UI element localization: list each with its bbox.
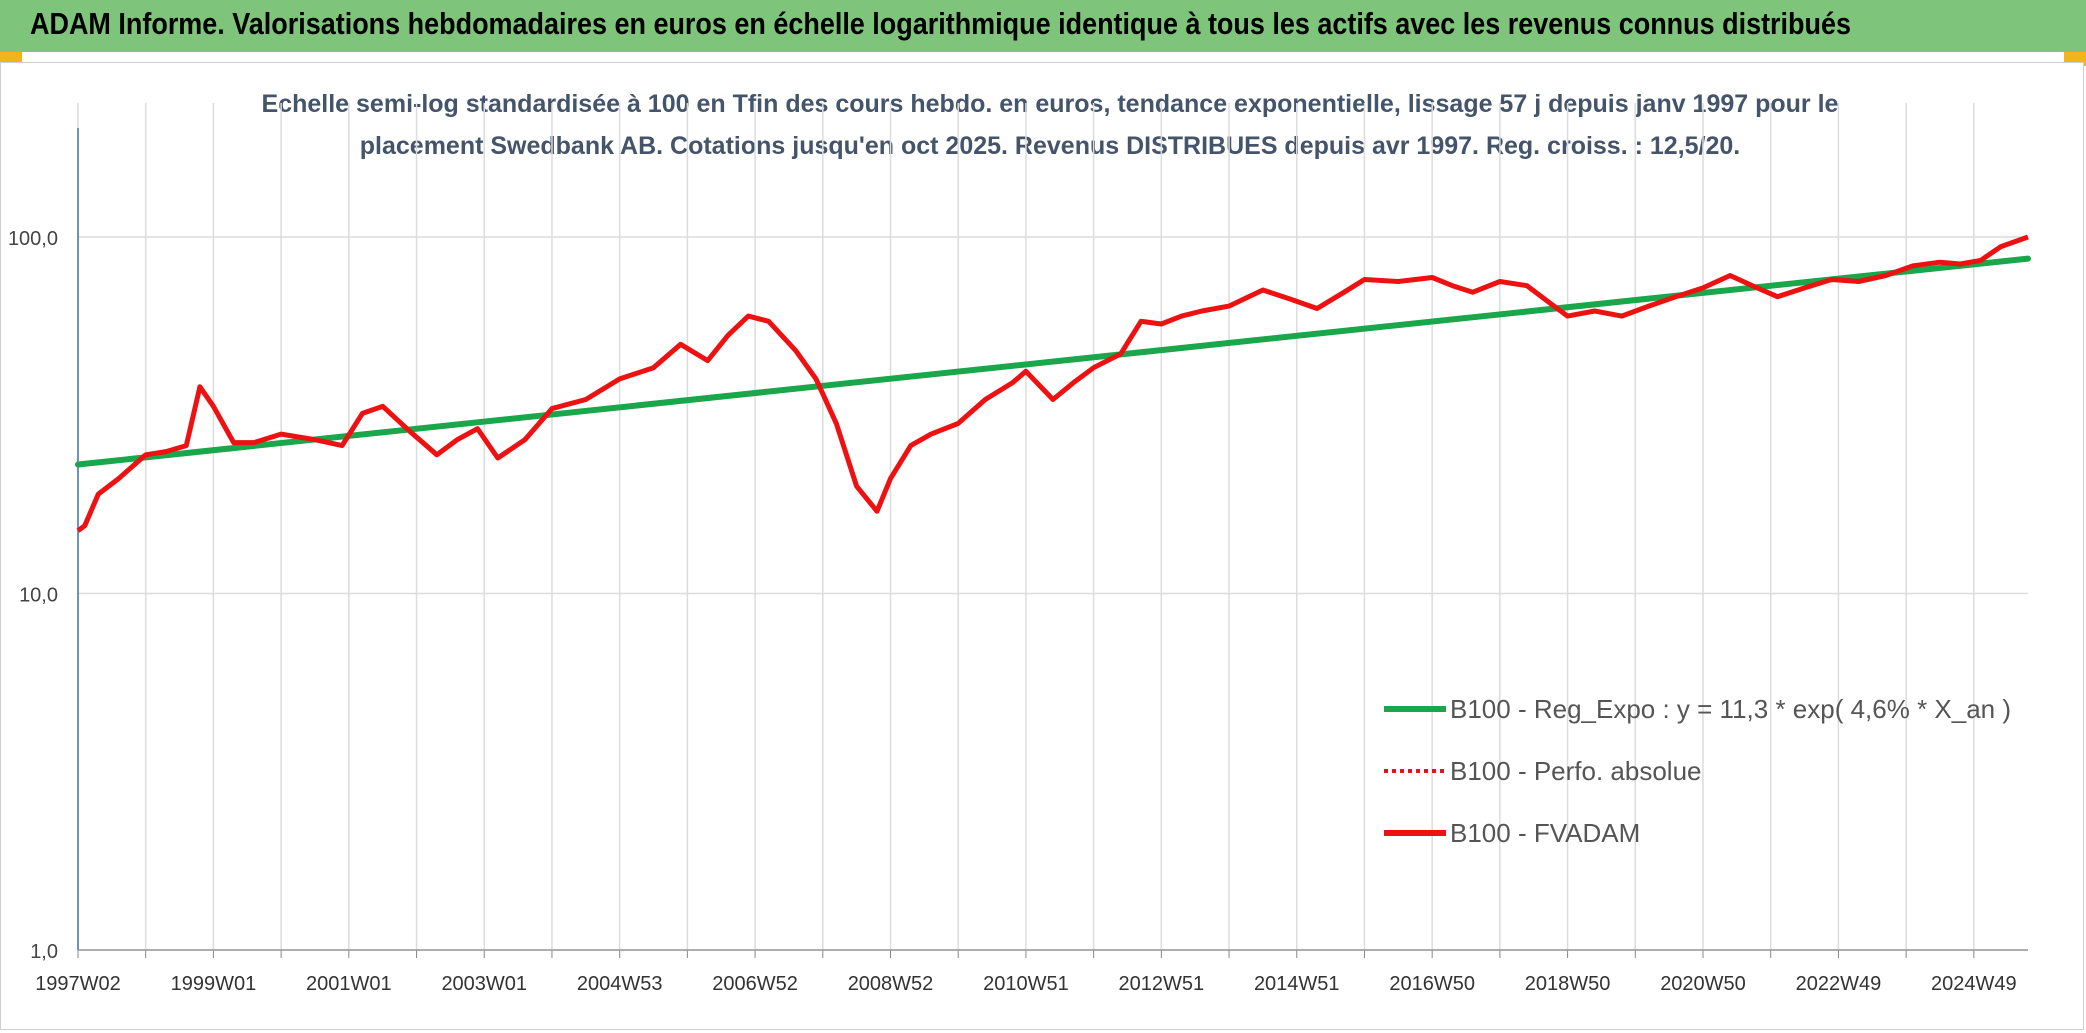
chart-subtitle-line-2: placement Swedbank AB. Cotations jusqu'e… bbox=[359, 132, 1741, 160]
legend-label: B100 - Perfo. absolue bbox=[1450, 756, 1702, 786]
report-title: ADAM Informe. Valorisations hebdomadaire… bbox=[30, 6, 1851, 41]
series-lines bbox=[75, 234, 2031, 533]
x-tick-label: 2001W01 bbox=[306, 973, 392, 995]
chart-frame bbox=[0, 62, 2084, 1030]
x-tick-label: 2018W50 bbox=[1525, 973, 1611, 995]
x-tick-label: 2006W52 bbox=[712, 973, 798, 995]
x-tick-label: 1999W01 bbox=[171, 973, 257, 995]
y-tick-label: 100,0 bbox=[8, 228, 58, 250]
y-tick-label: 1,0 bbox=[30, 941, 58, 963]
x-tick-label: 2016W50 bbox=[1389, 973, 1475, 995]
legend-label: B100 - Reg_Expo : y = 11,3 * exp( 4,6% *… bbox=[1450, 694, 2011, 724]
report-header: ADAM Informe. Valorisations hebdomadaire… bbox=[0, 0, 2086, 52]
x-tick-label: 2014W51 bbox=[1254, 973, 1340, 995]
x-tick-label: 2008W52 bbox=[848, 973, 934, 995]
x-tick-label: 2003W01 bbox=[441, 973, 527, 995]
x-tick-label: 2004W53 bbox=[577, 973, 663, 995]
grid-lines bbox=[77, 103, 2028, 951]
x-tick-label: 2012W51 bbox=[1119, 973, 1205, 995]
series-line-perfo-absolue bbox=[77, 236, 2029, 532]
series-line-fvadam bbox=[76, 234, 2029, 533]
x-tick-label: 2010W51 bbox=[983, 973, 1069, 995]
legend-label: B100 - FVADAM bbox=[1450, 818, 1640, 848]
trend-line-reg-expo bbox=[75, 255, 2031, 468]
chart-legend: B100 - Reg_Expo : y = 11,3 * exp( 4,6% *… bbox=[1384, 694, 2011, 848]
y-tick-label: 10,0 bbox=[19, 585, 58, 607]
tick-labels: 1,0 10,0 100,0 1997W02 1999W01 2001W01 2003W01… bbox=[8, 228, 2017, 995]
axes bbox=[77, 128, 2028, 958]
x-tick-label: 1997W02 bbox=[35, 973, 121, 995]
chart-subtitle-line-1: Echelle semi-log standardisée à 100 en T… bbox=[261, 90, 1839, 118]
x-tick-label: 2024W49 bbox=[1931, 973, 2017, 995]
x-tick-label: 2022W49 bbox=[1796, 973, 1882, 995]
x-tick-label: 2020W50 bbox=[1660, 973, 1746, 995]
